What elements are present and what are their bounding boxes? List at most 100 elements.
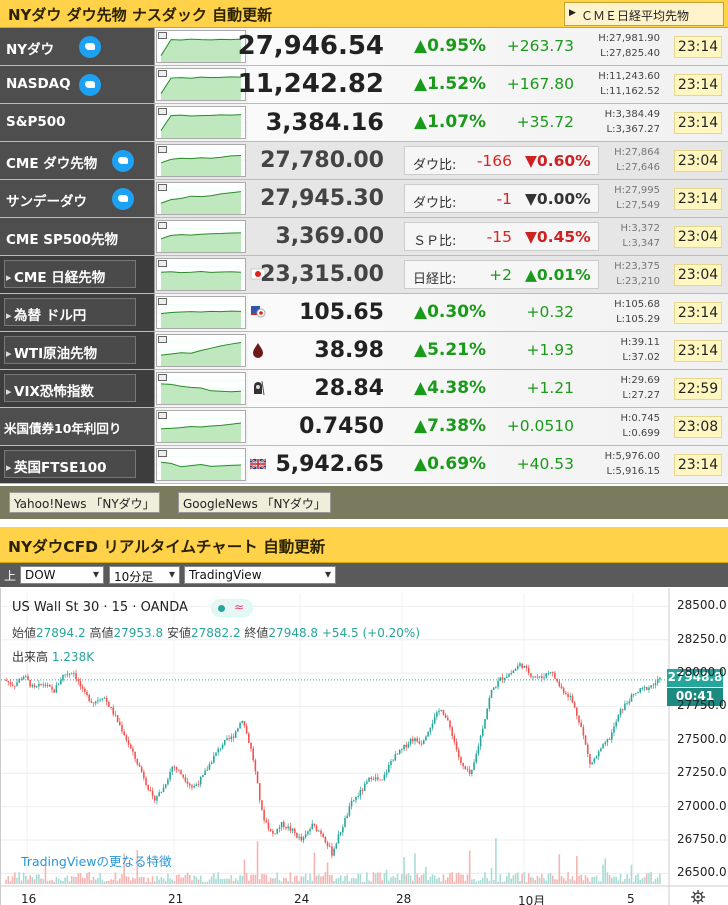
candle-body	[151, 790, 154, 797]
candle-body	[359, 789, 362, 797]
cme-nikkei-button[interactable]: ＣＭＥ日経平均先物	[564, 2, 724, 26]
sparkline-line	[160, 38, 242, 56]
sparkline[interactable]	[156, 182, 246, 215]
quote-high-low: H:23,375 L:23,210	[614, 261, 660, 287]
sparkline[interactable]	[156, 68, 246, 101]
candle-body	[352, 800, 355, 802]
sparkline[interactable]	[156, 372, 246, 405]
quote-name-us10y[interactable]: 米国債券10年利回り	[0, 408, 155, 445]
volume-bar	[569, 879, 572, 884]
google-news-link[interactable]: GoogleNews 「NYダウ」	[178, 492, 331, 513]
candle-body	[481, 728, 484, 736]
volume-bar	[129, 880, 132, 884]
sparkline[interactable]	[156, 30, 246, 63]
volume-bar	[366, 872, 368, 884]
x-tick-label: 24	[294, 892, 310, 905]
candle-body	[508, 674, 510, 677]
candle-body	[38, 683, 40, 687]
candle-body	[293, 828, 296, 833]
quote-name-wti[interactable]: WTI原油先物	[0, 332, 155, 369]
sparkline[interactable]	[156, 334, 246, 367]
quote-name-cme-sp500[interactable]: CME SP500先物	[0, 218, 155, 255]
candle-body	[438, 711, 440, 713]
volume-bar	[232, 880, 235, 884]
volume-bar	[370, 881, 373, 884]
quote-name-sunday-dow[interactable]: サンデーダウ	[0, 180, 155, 217]
sparkline[interactable]	[156, 410, 246, 443]
sparkline[interactable]	[156, 106, 246, 139]
candle-body	[328, 846, 331, 848]
quote-change: +1.21	[526, 379, 575, 397]
provider-select[interactable]: TradingView	[184, 566, 336, 584]
volume-bar	[331, 874, 333, 884]
volume-bar	[383, 873, 386, 884]
twitter-icon[interactable]	[112, 150, 134, 172]
volume-bar	[99, 873, 101, 884]
volume-bar	[562, 878, 565, 884]
tradingview-chart[interactable]: US Wall St 30 · 15 · OANDA ≈ 始値27894.2 高…	[0, 588, 728, 905]
volume-bar	[59, 880, 62, 884]
volume-bar	[123, 853, 125, 884]
volume-bar	[164, 880, 167, 884]
candle-body	[40, 683, 42, 685]
volume-bar	[64, 877, 66, 884]
candle-body	[134, 751, 136, 759]
quote-price: 3,384.16	[265, 108, 384, 136]
yahoo-news-link[interactable]: Yahoo!News 「NYダウ」	[9, 492, 160, 513]
sparkline-line	[160, 114, 242, 131]
sparkline[interactable]	[156, 296, 246, 329]
candle-body	[534, 676, 537, 678]
sparkline-line	[160, 76, 242, 94]
chart-icon	[158, 184, 167, 191]
sparkline[interactable]	[156, 258, 246, 291]
quote-name-cme-nikkei[interactable]: CME 日経先物	[0, 256, 155, 293]
candle-body	[604, 742, 607, 745]
market-status-pill[interactable]: ≈	[211, 599, 253, 617]
gear-icon[interactable]	[691, 890, 705, 904]
candle-body	[416, 738, 418, 742]
volume-bar	[527, 873, 530, 884]
volume-bar	[149, 881, 152, 884]
quote-name-sp500[interactable]: S&P500	[0, 104, 155, 141]
tradingview-features-link[interactable]: TradingViewの更なる特徴	[21, 854, 172, 869]
sparkline[interactable]	[156, 448, 246, 481]
candle-body	[632, 694, 635, 695]
interval-select[interactable]: 10分足	[109, 566, 180, 584]
candle-body	[14, 685, 16, 687]
symbol-select[interactable]: DOW	[20, 566, 104, 584]
candle-body	[621, 709, 624, 711]
candle-body	[199, 776, 202, 785]
volume-bar	[427, 880, 429, 884]
volume-bar	[92, 876, 95, 884]
quote-name-vix[interactable]: VIX恐怖指数	[0, 370, 155, 407]
twitter-icon[interactable]	[112, 188, 134, 210]
quote-name-ftse[interactable]: 英国FTSE100	[0, 446, 155, 483]
sparkline-line	[160, 191, 242, 204]
sparkline[interactable]	[156, 144, 246, 177]
candle-body	[53, 689, 55, 693]
volume-bar	[355, 878, 357, 884]
sparkline[interactable]	[156, 220, 246, 253]
volume-bar	[278, 879, 281, 884]
quote-name-nydow[interactable]: NYダウ	[0, 28, 155, 65]
chart-symbol-legend: US Wall St 30 · 15 · OANDA	[12, 600, 188, 615]
volume-bar	[112, 879, 115, 884]
volume-bar	[479, 880, 482, 884]
twitter-icon[interactable]	[79, 74, 101, 96]
volume-bar	[578, 876, 580, 884]
candlestick-chart[interactable]	[1, 588, 728, 905]
volume-bar	[477, 880, 480, 884]
candle-body	[541, 676, 543, 679]
candle-body	[226, 738, 228, 740]
quote-name-nasdaq[interactable]: NASDAQ	[0, 66, 155, 103]
candle-body	[464, 766, 467, 769]
volume-bar	[648, 873, 650, 884]
twitter-icon[interactable]	[79, 36, 101, 58]
volume-bar	[204, 881, 206, 884]
quote-name-usdjpy[interactable]: 為替 ドル円	[0, 294, 155, 331]
volume-bar	[55, 877, 58, 884]
volume-bar	[291, 881, 294, 884]
chart-title: NYダウCFD リアルタイムチャート 自動更新	[8, 538, 326, 556]
volume-bar	[328, 874, 331, 884]
volume-bar	[178, 874, 180, 884]
